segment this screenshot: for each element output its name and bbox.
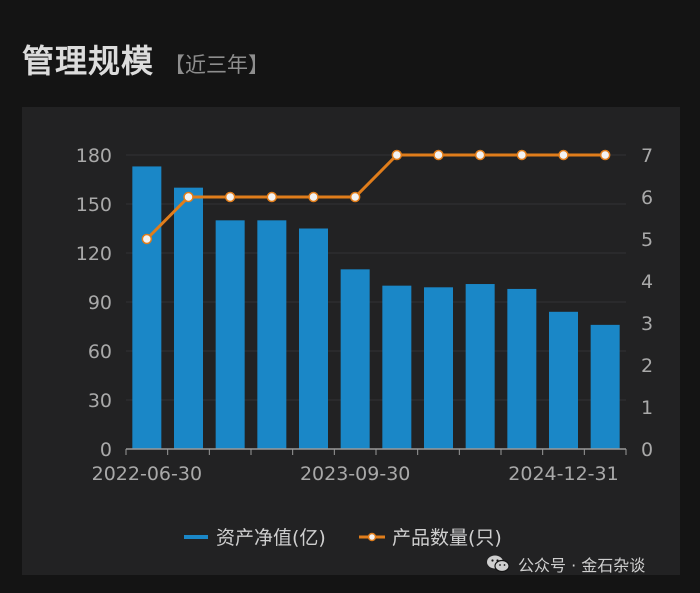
- watermark-text: 公众号 · 金石杂谈: [518, 556, 646, 575]
- y-left-tick-label: 60: [88, 341, 112, 363]
- title-row: 管理规模 【近三年】: [22, 36, 269, 82]
- line-point: [266, 191, 278, 203]
- bar: [382, 285, 412, 449]
- line-point: [474, 149, 486, 161]
- bar: [174, 187, 203, 449]
- legend-label-net-assets: 资产净值(亿): [216, 527, 326, 549]
- line-point: [599, 149, 611, 161]
- bar: [424, 287, 453, 449]
- y-right-tick-label: 7: [641, 145, 653, 167]
- x-tick-label: 2022-06-30: [92, 463, 202, 485]
- line-point: [349, 191, 361, 203]
- bar: [299, 228, 328, 449]
- y-right-tick-label: 6: [641, 187, 653, 209]
- y-left-tick-label: 30: [88, 390, 112, 412]
- y-left-tick-label: 150: [76, 194, 112, 216]
- line-point: [141, 233, 153, 245]
- legend-swatch-point: [367, 532, 377, 542]
- line-point: [558, 149, 569, 161]
- page-subtitle: 【近三年】: [164, 53, 270, 77]
- x-tick-label: 2023-09-30: [300, 463, 410, 485]
- line-point: [308, 191, 319, 203]
- bar: [549, 311, 578, 449]
- bar: [507, 288, 537, 449]
- y-right-tick-label: 5: [641, 229, 653, 251]
- line-point: [391, 149, 403, 161]
- bar: [465, 284, 495, 449]
- y-right-tick-label: 1: [641, 397, 653, 419]
- line-point: [183, 191, 194, 203]
- page-title: 管理规模: [22, 42, 155, 80]
- y-right-tick-label: 2: [641, 355, 653, 377]
- y-right-tick-label: 4: [641, 271, 653, 293]
- bar: [215, 220, 245, 449]
- bar: [590, 324, 620, 449]
- y-right-tick-label: 3: [641, 313, 653, 335]
- legend-label-product-count: 产品数量(只): [392, 527, 502, 549]
- bar: [340, 269, 370, 449]
- bar: [257, 220, 287, 449]
- y-left-tick-label: 0: [100, 439, 112, 461]
- wechat-icon: [487, 555, 510, 573]
- series-line-product-count: [145, 153, 606, 241]
- line-point: [224, 191, 236, 203]
- y-left-tick-label: 180: [76, 145, 112, 167]
- y-left-tick-label: 90: [88, 292, 112, 314]
- y-right-tick-label: 0: [641, 439, 653, 461]
- line-point: [433, 149, 444, 161]
- bar: [132, 166, 162, 449]
- x-tick-label: 2024-12-31: [508, 463, 618, 485]
- line-point: [516, 149, 528, 161]
- watermark: 公众号 · 金石杂谈: [486, 552, 645, 576]
- y-left-tick-label: 120: [76, 243, 112, 265]
